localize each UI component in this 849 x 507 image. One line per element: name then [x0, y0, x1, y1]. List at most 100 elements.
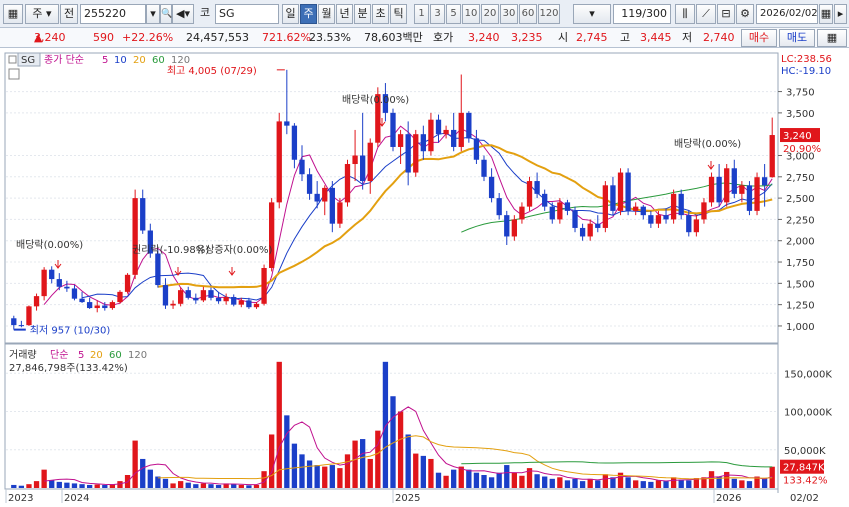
candle-body	[390, 112, 396, 147]
candle-body	[557, 202, 563, 220]
volume-bar	[746, 481, 753, 488]
interval-tab[interactable]: 3	[430, 4, 445, 24]
volume-bar	[102, 484, 108, 488]
stock-chart[interactable]: 최고 4,005 (07/29) 최저 957 (10/30) 배당락(0.00%)…	[0, 48, 849, 507]
interval-tab[interactable]: 20	[481, 4, 499, 24]
interval-tab[interactable]: 30	[500, 4, 518, 24]
sound-icon[interactable]: ◀▾	[172, 4, 194, 24]
interval-tab[interactable]: 1	[414, 4, 429, 24]
candle-body	[56, 279, 62, 287]
chart-line-icon[interactable]: ⟋	[696, 4, 716, 24]
candle-body	[663, 215, 669, 220]
candle-body	[678, 193, 684, 216]
y-tick-label: 1,750	[786, 258, 815, 269]
stock-name-field[interactable]: SG	[215, 4, 279, 24]
page-count-field[interactable]: 119/300	[613, 4, 671, 24]
volume-bar	[49, 480, 55, 488]
grid-icon[interactable]: ▦	[3, 4, 23, 24]
candle-body	[200, 290, 207, 301]
volume-bar	[504, 465, 510, 488]
volume-legend-period: 5	[78, 350, 84, 361]
calendar-icon[interactable]: ▦	[819, 4, 833, 24]
sell-button[interactable]: 매도	[779, 29, 815, 47]
volume-bar	[397, 411, 404, 488]
candle-body	[397, 134, 404, 147]
candle-body	[648, 215, 654, 224]
volume-bar	[261, 471, 267, 488]
volume-bar	[670, 477, 677, 488]
high-annotation: 최고 4,005 (07/29)	[167, 65, 257, 77]
interval-tab[interactable]: 10	[462, 4, 480, 24]
date-field[interactable]: 2026/02/02	[756, 4, 818, 24]
code-input[interactable]: 255220	[80, 4, 146, 24]
prev-button[interactable]: 전	[60, 4, 78, 24]
y-tick-label: 1,000	[786, 322, 815, 333]
pin-icon[interactable]: ▸	[834, 4, 847, 24]
interval-tab[interactable]: 5	[446, 4, 461, 24]
gear-icon[interactable]: ⚙	[736, 4, 754, 24]
more-icon[interactable]: ▦	[817, 29, 847, 47]
volume-bar	[208, 484, 214, 488]
volume-bar	[701, 477, 707, 488]
candle-body	[382, 94, 389, 113]
candle-type-icon[interactable]: ⫼	[675, 4, 695, 24]
volume-bar	[587, 478, 593, 488]
volume-bar	[344, 454, 351, 488]
volume-bar	[420, 455, 426, 488]
x-tick-label: 2026	[716, 493, 741, 504]
table-icon	[8, 68, 20, 80]
volume-bar	[579, 481, 586, 488]
volume-bar	[519, 475, 525, 488]
volume-bar	[617, 472, 624, 488]
period-tab[interactable]: 초	[372, 4, 389, 24]
candle-body	[542, 193, 548, 207]
volume-bar	[655, 480, 662, 488]
volume-bar	[716, 476, 722, 488]
y-tick-label: 2,000	[786, 237, 815, 248]
high-label: 고	[620, 31, 631, 44]
candle-body	[155, 253, 161, 286]
low-price: 2,740	[703, 31, 735, 44]
candle-body	[71, 288, 78, 299]
candle-body	[701, 202, 707, 220]
volume-bar	[33, 481, 40, 488]
market-label: 주	[32, 7, 43, 20]
hc-label: HC:-19.10	[781, 66, 831, 77]
period-tab[interactable]: 월	[318, 4, 335, 24]
split-icon[interactable]: ⊟	[717, 4, 735, 24]
candle-body	[306, 174, 313, 194]
volume-bar	[572, 478, 578, 488]
market-select[interactable]: 주 ▾	[25, 4, 59, 24]
candle-body	[261, 267, 267, 304]
interval-tab[interactable]: 120	[538, 4, 560, 24]
period-tab[interactable]: 일	[282, 4, 299, 24]
search-icon[interactable]: 🔍	[160, 4, 172, 24]
arrow-head	[707, 164, 715, 170]
candle-body	[193, 297, 199, 301]
volume-bar	[109, 484, 116, 488]
volume-bar	[481, 475, 487, 488]
annotations: 최고 4,005 (07/29) 최저 957 (10/30) 배당락(0.00%)…	[13, 65, 741, 337]
candle-body	[238, 300, 244, 305]
candle-body	[276, 121, 282, 203]
candle-body	[132, 198, 138, 275]
interval-dropdown-icon[interactable]: ▾	[573, 4, 611, 24]
bid-price: 3,235	[511, 31, 543, 44]
candle-body	[724, 168, 730, 203]
period-tab[interactable]: 틱	[390, 4, 407, 24]
candle-body	[769, 135, 775, 178]
candle-body	[360, 155, 366, 182]
period-tab[interactable]: 분	[354, 4, 371, 24]
volume-bar	[276, 361, 282, 488]
volume-bar	[625, 477, 631, 488]
period-tab[interactable]: 주	[300, 4, 317, 24]
volume-bars	[11, 361, 775, 488]
volume-bar	[147, 469, 153, 488]
code-dropdown-icon[interactable]: ▾	[146, 4, 160, 24]
volume-bar	[633, 480, 639, 488]
buy-button[interactable]: 매수	[741, 29, 777, 47]
candle-body	[428, 119, 434, 152]
period-tab[interactable]: 년	[336, 4, 353, 24]
interval-tab[interactable]: 60	[519, 4, 537, 24]
candle-body	[466, 112, 472, 139]
